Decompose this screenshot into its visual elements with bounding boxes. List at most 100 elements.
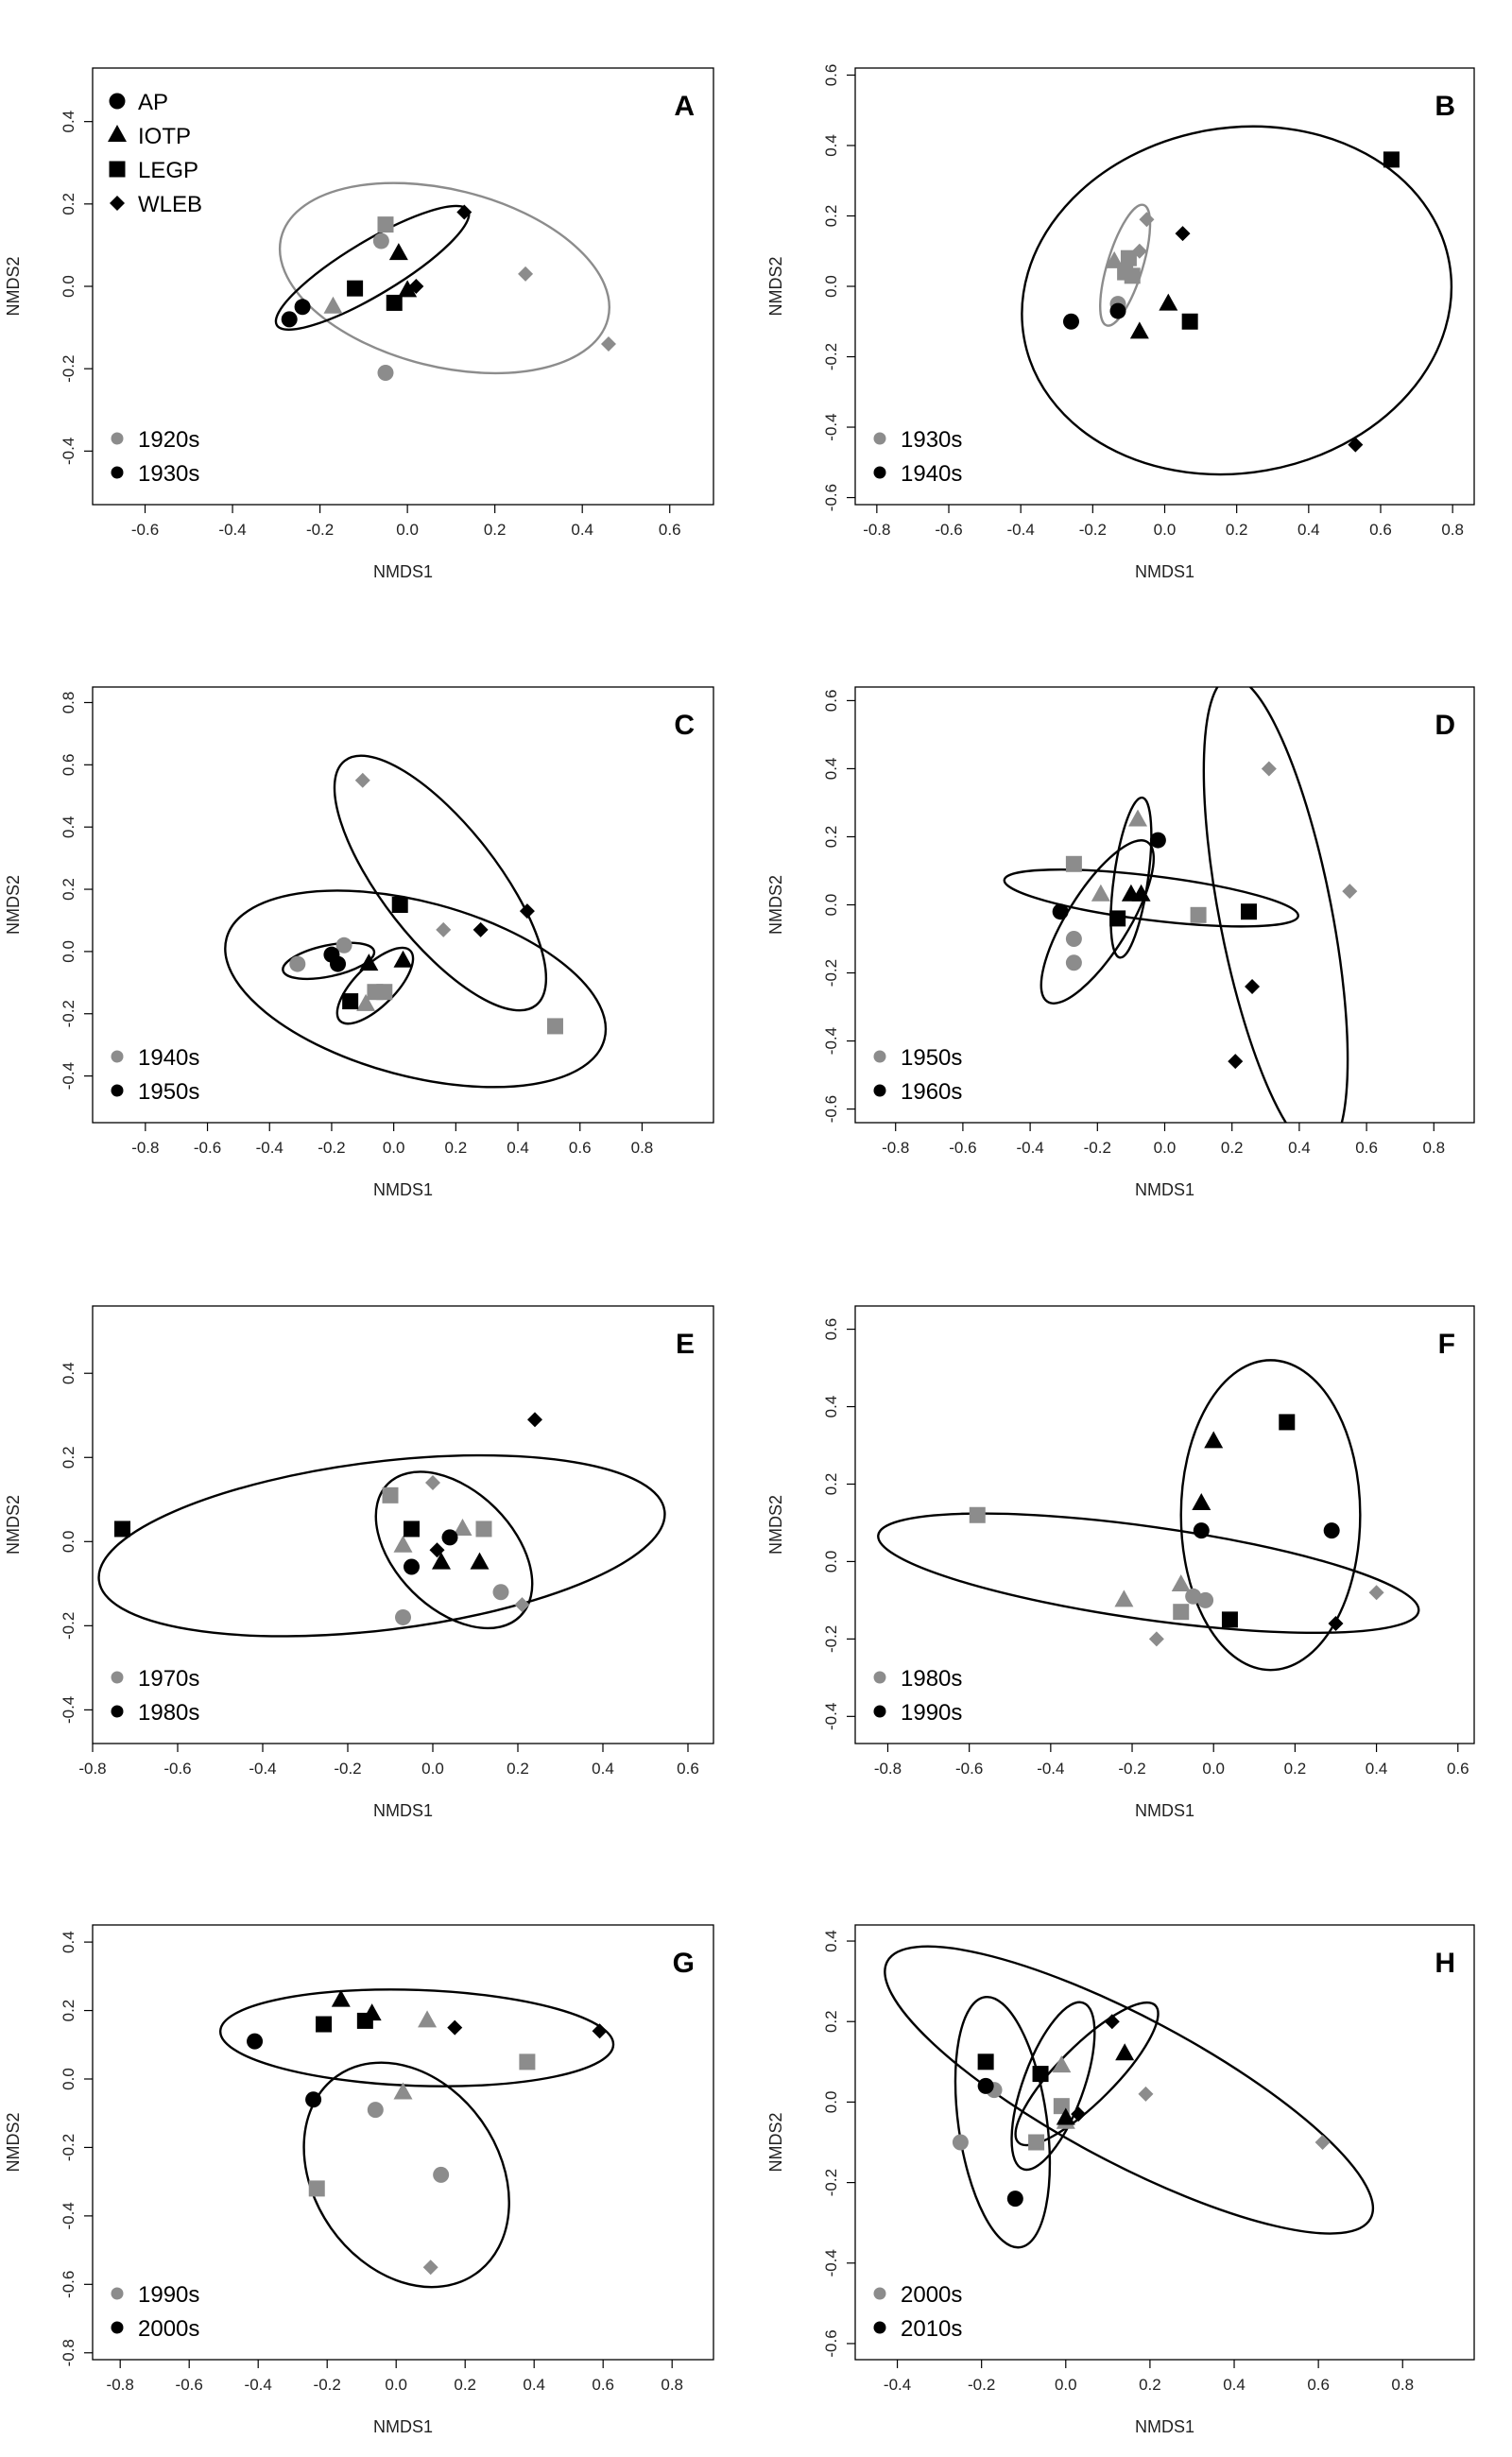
y-tick-label: 0.4 [822, 134, 840, 157]
point-diamond [1071, 2106, 1087, 2122]
point-circle [977, 2077, 994, 2094]
x-tick-label: -0.6 [949, 1139, 976, 1157]
panel-letter: D [1435, 710, 1455, 741]
point-circle [441, 1529, 458, 1546]
confidence-ellipse [1010, 2001, 1096, 2172]
x-tick-label: 0.0 [1055, 2376, 1077, 2394]
x-tick-label: -0.2 [1079, 521, 1107, 539]
point-square [114, 1521, 130, 1538]
x-axis-title: NMDS1 [1135, 562, 1194, 581]
point-diamond [1139, 212, 1155, 228]
panel-letter: F [1438, 1329, 1455, 1360]
legend-decade-label: 1940s [901, 461, 962, 487]
y-tick-label: 0.0 [60, 1530, 77, 1553]
y-tick-label: 0.2 [822, 1473, 840, 1496]
point-square [1032, 2066, 1049, 2083]
confidence-ellipse [954, 1995, 1052, 2249]
y-tick-label: 0.0 [822, 275, 840, 298]
y-tick-label: -0.2 [822, 959, 840, 987]
x-tick-label: 0.6 [1355, 1139, 1378, 1157]
y-tick-label: -0.6 [822, 2329, 840, 2357]
x-tick-label: -0.6 [955, 1760, 983, 1778]
legend-decade-marker [111, 1084, 124, 1097]
x-tick-label: -0.2 [314, 2376, 341, 2394]
legend-shape-label: IOTP [138, 124, 191, 149]
x-tick-label: 0.4 [507, 1139, 529, 1157]
plot-frame [92, 686, 714, 1124]
point-triangle [393, 2082, 413, 2100]
legend-shape-label: WLEB [138, 192, 202, 217]
y-tick-label: -0.2 [60, 2134, 77, 2161]
x-tick-label: 0.4 [571, 521, 593, 539]
legend-shape-marker [108, 125, 127, 142]
point-circle [1149, 832, 1166, 849]
confidence-ellipse [1109, 796, 1153, 959]
y-tick-label: -0.8 [60, 2339, 77, 2366]
plot-frame [92, 1924, 714, 2361]
point-square [475, 1521, 492, 1538]
x-tick-label: 0.6 [1447, 1760, 1469, 1778]
confidence-ellipse [1040, 839, 1156, 1005]
legend-decade-label: 1920s [138, 427, 199, 453]
confidence-ellipse [884, 1945, 1375, 2235]
legend-decade-label: 1930s [138, 461, 199, 487]
point-diamond [425, 1474, 440, 1490]
x-tick-label: 0.4 [523, 2376, 545, 2394]
data-layer [884, 1945, 1375, 2249]
x-axis-title: NMDS1 [373, 562, 433, 581]
point-triangle [1052, 2055, 1072, 2073]
legend-decade-label: 1990s [138, 2282, 199, 2308]
point-triangle [1192, 1492, 1211, 1510]
y-tick-label: 0.0 [822, 894, 840, 917]
y-tick-label: -0.2 [822, 1625, 840, 1653]
panel-letter: E [676, 1329, 695, 1360]
x-tick-label: -0.2 [1084, 1139, 1111, 1157]
point-square [546, 1018, 563, 1035]
panel-c: -0.8 -0.6 -0.4 -0.2 0.0 0.2 0.4 0.6 0.8 -0.4 -0.2 0… [4, 686, 714, 1199]
point-diamond [527, 1412, 542, 1428]
legend-decade-marker [873, 1705, 886, 1718]
point-circle [1109, 302, 1126, 319]
point-diamond [1148, 1631, 1164, 1647]
legend-decade-label: 1980s [901, 1666, 962, 1692]
point-triangle [388, 243, 408, 261]
panel-h: -0.4 -0.2 0.0 0.2 0.4 0.6 0.8 -0.6 -0.4 -0.2 0.0 0.… [766, 1924, 1475, 2436]
x-tick-label: 0.4 [1297, 521, 1320, 539]
x-tick-label: -0.2 [968, 2376, 995, 2394]
point-triangle [1204, 1431, 1224, 1449]
point-circle [404, 1558, 420, 1575]
y-axis-title: NMDS2 [4, 1495, 23, 1555]
x-tick-label: 0.4 [1223, 2376, 1246, 2394]
data-layer [97, 1412, 666, 1638]
point-circle [294, 299, 311, 316]
legend-decade-label: 2000s [901, 2282, 962, 2308]
y-tick-label: -0.4 [60, 1062, 77, 1090]
y-tick-label: 0.4 [822, 1930, 840, 1952]
y-axis-title: NMDS2 [766, 1495, 785, 1555]
point-circle [1323, 1522, 1340, 1539]
point-circle [492, 1584, 509, 1601]
point-square [977, 2053, 994, 2070]
point-circle [289, 955, 306, 972]
y-tick-label: 0.6 [822, 64, 840, 87]
point-square [404, 1521, 420, 1538]
point-triangle [362, 2003, 382, 2021]
point-circle [395, 1608, 411, 1625]
point-circle [952, 2134, 969, 2151]
legend-shape-marker [110, 196, 125, 211]
legend-decade-marker [111, 1705, 124, 1718]
y-tick-label: -0.6 [822, 1095, 840, 1123]
point-diamond [1138, 2086, 1154, 2102]
legend-decade-label: 1980s [138, 1700, 199, 1726]
x-tick-label: 0.4 [592, 1760, 614, 1778]
point-square [969, 1506, 986, 1523]
legend-shape-marker [109, 93, 126, 110]
point-triangle [1114, 1589, 1134, 1607]
panel-letter: B [1435, 91, 1455, 122]
panel-g: -0.8 -0.6 -0.4 -0.2 0.0 0.2 0.4 0.6 0.8 -0.8 -0.6 -… [4, 1924, 714, 2436]
y-tick-label: 0.4 [60, 1362, 77, 1384]
x-tick-label: 0.2 [1284, 1760, 1307, 1778]
panel-letter: A [674, 91, 695, 122]
point-diamond [422, 2259, 438, 2276]
confidence-ellipse [374, 1470, 534, 1630]
